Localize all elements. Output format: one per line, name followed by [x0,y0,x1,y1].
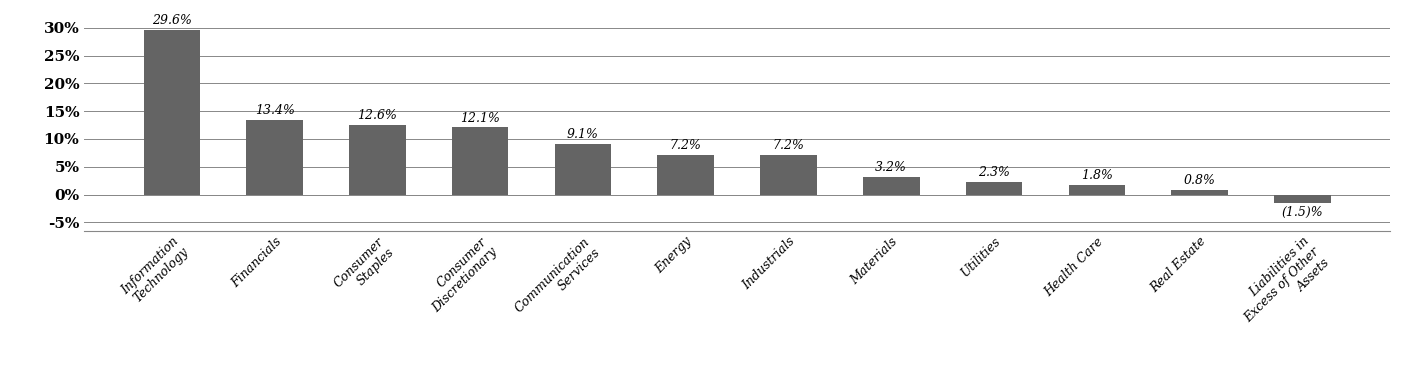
Text: (1.5)%: (1.5)% [1282,206,1323,219]
Bar [657,154,715,195]
Bar [350,125,406,195]
Text: 1.8%: 1.8% [1081,169,1113,182]
Text: 3.2%: 3.2% [875,161,907,174]
Text: 7.2%: 7.2% [772,139,804,152]
Text: 13.4%: 13.4% [254,104,295,117]
Bar [452,127,508,195]
Bar [863,177,920,195]
Bar [760,154,817,195]
Text: 0.8%: 0.8% [1184,174,1216,187]
Text: 29.6%: 29.6% [152,14,192,27]
Text: 2.3%: 2.3% [979,166,1009,179]
Bar [1273,195,1331,203]
Bar [966,182,1022,195]
Bar [1171,190,1228,195]
Text: 9.1%: 9.1% [567,128,600,141]
Bar [1068,185,1125,195]
Bar [246,120,303,195]
Text: 12.1%: 12.1% [461,112,500,125]
Bar [555,144,611,195]
Text: 7.2%: 7.2% [670,139,702,152]
Bar [143,30,201,195]
Text: 12.6%: 12.6% [358,109,397,122]
